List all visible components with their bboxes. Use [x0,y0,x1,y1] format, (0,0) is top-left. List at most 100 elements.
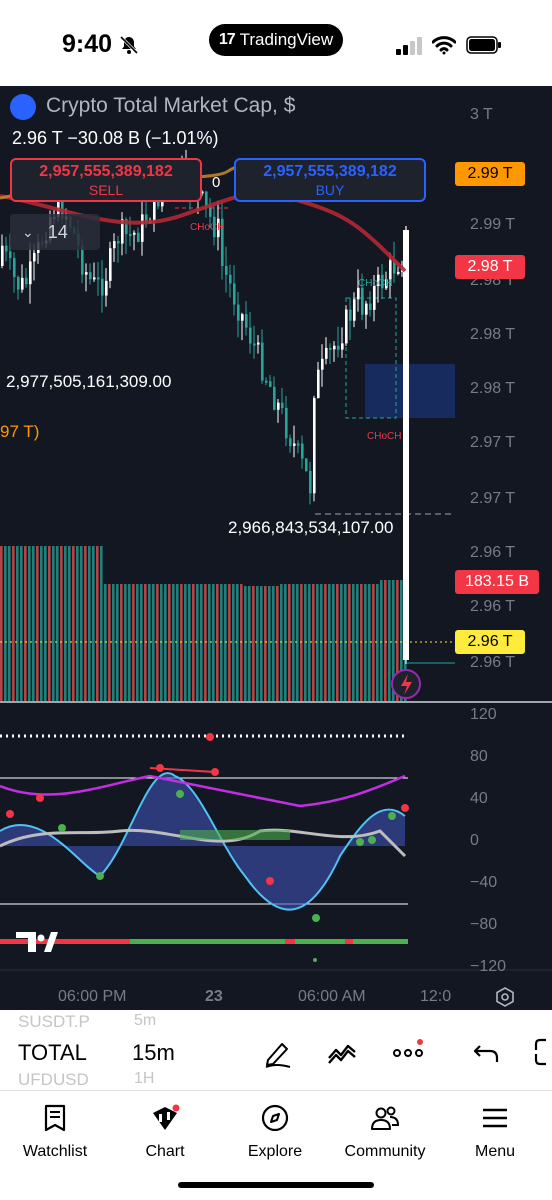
choch-label-3: CHoCH [367,431,402,442]
chart-settings-icon[interactable] [494,986,516,1008]
candle-body [325,347,328,359]
status-time: 9:40 [62,30,113,58]
nav-explore[interactable]: Explore [220,1091,330,1181]
nav-community[interactable]: Community [330,1091,440,1181]
price-axis-label: 3 T [470,106,493,123]
cellular-signal-icon [396,37,422,55]
symbol-picker[interactable]: TOTAL [18,1040,87,1065]
session-high-label: 2,977,505,161,309.00 [6,372,172,391]
chart-canvas[interactable] [0,86,552,1010]
interval-picker[interactable]: 15m [132,1040,175,1065]
more-options-icon[interactable] [392,1036,424,1068]
volume-bar [52,546,55,701]
nav-menu[interactable]: Menu [440,1091,550,1181]
next-symbol[interactable]: UFDUSD [18,1070,89,1089]
previous-symbol[interactable]: SUSDT.P [18,1012,90,1031]
signal-dot [211,768,219,776]
volume-bar [0,546,3,701]
volume-bar [316,584,319,701]
candle-body [341,343,344,350]
candle-body [113,241,116,249]
signal-dot [206,733,214,741]
indicators-icon[interactable] [326,1036,358,1068]
trend-strip [0,939,408,944]
chart-area[interactable]: Crypto Total Market Cap, $ 2.96 T −30.08… [0,86,552,1010]
volume-bar [148,584,151,701]
sell-button[interactable]: 2,957,555,389,182 SELL [10,158,202,202]
volume-bar [380,580,383,701]
volume-bar [132,584,135,701]
volume-bar [196,584,199,701]
candle-body [257,342,260,345]
candle-body [277,402,280,410]
candle-body [241,314,244,321]
volume-bar [24,546,27,701]
candle-body [1,245,4,266]
indicator-collapse-chip[interactable]: ⌄ 14 [10,214,100,250]
bottom-navigation: Watchlist Chart Explore Community [0,1090,552,1200]
choch-label-1: CHoCH [190,222,225,233]
signal-dot [36,794,44,802]
undo-icon[interactable] [470,1036,502,1068]
wave-trend-area [0,773,405,910]
volume-bar [396,580,399,701]
candle-body [9,251,12,259]
signal-dot [176,790,184,798]
candle-body [317,369,320,399]
volume-bar [4,546,7,701]
nav-chart[interactable]: Chart [110,1091,220,1181]
price-axis-label: 2.96 T [470,598,516,615]
candle-body [61,193,64,220]
fullscreen-icon[interactable] [530,1036,552,1068]
candle-body [225,265,228,275]
candle-body [245,314,248,328]
symbol-title[interactable]: Crypto Total Market Cap, $ [46,94,296,117]
candle-body [329,347,332,350]
money-flow-band [180,830,290,840]
candle-body [117,241,120,244]
volume-bar [68,546,71,701]
volume-bar [376,584,379,701]
volume-bar [332,584,335,701]
signal-dot [388,812,396,820]
volume-bar [88,546,91,701]
signal-dot [312,914,320,922]
candle-body [397,271,400,274]
nav-label: Community [344,1143,426,1160]
volume-bar [248,586,251,701]
next-interval[interactable]: 1H [134,1070,155,1087]
volume-bar [92,546,95,701]
candle-body [153,191,156,222]
candle-body [321,358,324,370]
buy-button[interactable]: 2,957,555,389,182 BUY [234,158,426,202]
choch-label-2: CHoCH [358,278,393,289]
previous-interval[interactable]: 5m [134,1012,157,1029]
trend-strip-bear [0,939,130,944]
candle-body [309,470,312,494]
candle-body [261,342,264,381]
candle-body [377,274,380,287]
price-change-line: 2.96 T −30.08 B (−1.01%) [12,128,219,149]
price-tag-red: 2.98 T [455,255,525,279]
tradingview-pill[interactable]: 17 TradingView [209,24,343,56]
osc-axis-label: 80 [470,748,488,765]
volume-bar [152,584,155,701]
candle-body [253,343,256,346]
candle-body [141,214,144,242]
candle-body [313,398,316,494]
volume-bar [60,546,63,701]
volume-bar [28,546,31,701]
volume-bar [100,546,103,701]
chart-icon [153,1104,180,1130]
nav-watchlist[interactable]: Watchlist [0,1091,110,1181]
candle-body [361,287,364,315]
volume-bar [352,584,355,701]
wave-trend-line [0,772,406,911]
trend-strip-bear [345,939,353,944]
volume-bar [96,546,99,701]
volume-bar [84,546,87,701]
candle-body [81,245,84,275]
volume-bar [372,584,375,701]
price-axis-label: 2.98 T [470,326,516,343]
draw-pen-icon[interactable] [262,1036,294,1068]
